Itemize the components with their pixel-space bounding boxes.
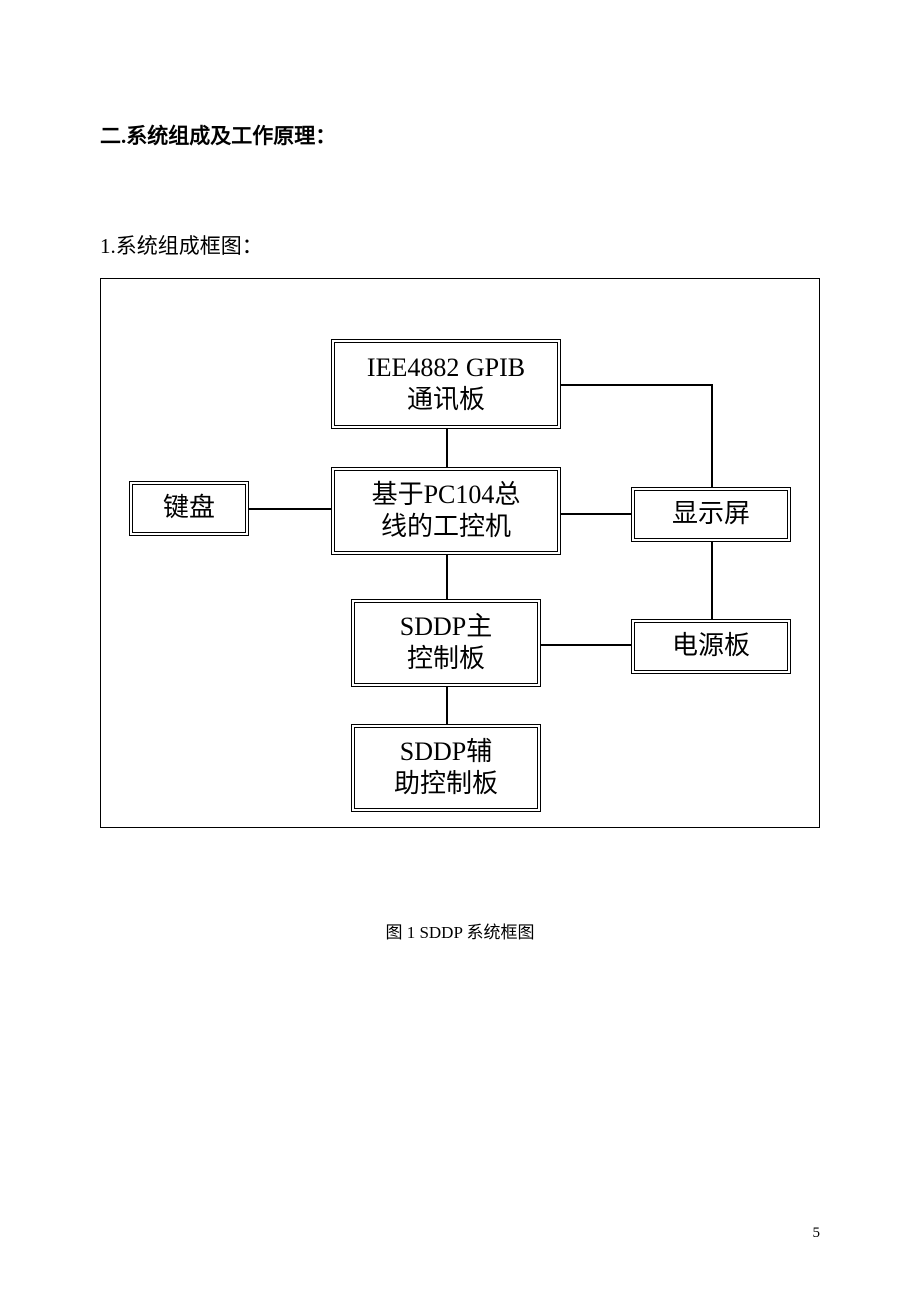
- diagram-node-label: 电源板: [672, 630, 750, 663]
- diagram-node-display: 显示屏: [631, 487, 791, 542]
- diagram-edge: [561, 384, 711, 386]
- diagram-edge: [711, 542, 713, 619]
- diagram-node-keyboard: 键盘: [129, 481, 249, 536]
- diagram-node-label: IEE4882 GPIB: [367, 352, 525, 385]
- diagram-edge: [541, 644, 631, 646]
- diagram-node-sddpmain: SDDP主控制板: [351, 599, 541, 687]
- diagram-node-label: SDDP主: [400, 611, 492, 644]
- section-heading: 二.系统组成及工作原理：: [100, 120, 820, 150]
- diagram-edge: [249, 508, 331, 510]
- page-number: 5: [813, 1225, 821, 1242]
- system-block-diagram: IEE4882 GPIB通讯板键盘 基于PC104总线的工控机 显示屏 SDDP主控制…: [100, 278, 820, 828]
- diagram-node-label: 助控制板: [394, 768, 498, 801]
- diagram-edge: [446, 429, 448, 467]
- diagram-node-label: 线的工控机: [381, 511, 511, 544]
- diagram-node-sddpaux: SDDP辅助控制板: [351, 724, 541, 812]
- diagram-node-power: 电源板: [631, 619, 791, 674]
- diagram-node-label: 键盘: [163, 492, 215, 525]
- diagram-edge: [446, 555, 448, 599]
- diagram-node-label: 显示屏: [672, 498, 750, 531]
- diagram-node-label: 通讯板: [407, 384, 485, 417]
- diagram-node-gpib: IEE4882 GPIB通讯板: [331, 339, 561, 429]
- diagram-node-label: 基于PC104总: [372, 479, 521, 512]
- diagram-node-label: SDDP辅: [400, 736, 492, 769]
- diagram-edge: [561, 513, 631, 515]
- diagram-node-pc104: 基于PC104总线的工控机: [331, 467, 561, 555]
- diagram-node-label: 控制板: [407, 643, 485, 676]
- subsection-heading: 1.系统组成框图：: [100, 230, 820, 260]
- diagram-edge: [446, 687, 448, 724]
- diagram-edge: [711, 384, 713, 487]
- figure-caption: 图 1 SDDP 系统框图: [100, 918, 820, 943]
